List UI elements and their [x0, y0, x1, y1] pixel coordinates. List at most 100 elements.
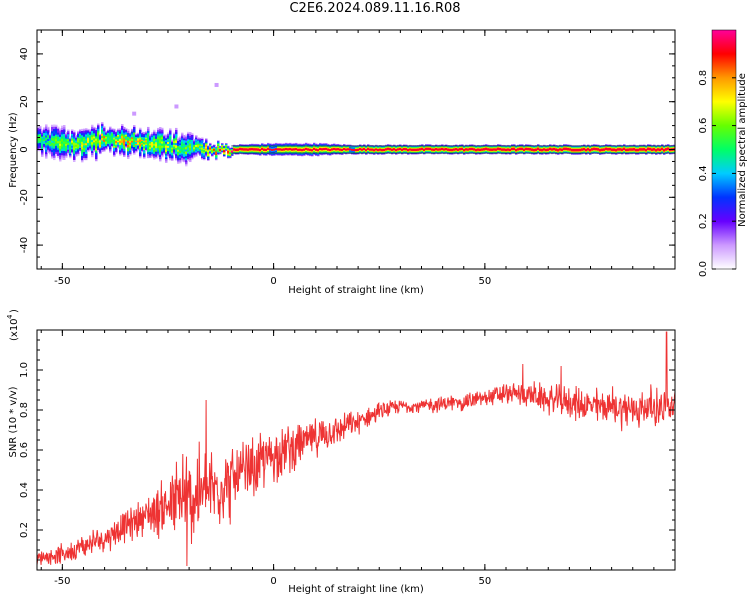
spectrogram-core	[633, 148, 636, 151]
spectrogram-core	[41, 142, 44, 145]
spectrogram-core	[663, 149, 666, 152]
spectrogram-core	[343, 147, 346, 150]
spectrogram-core	[387, 147, 390, 150]
spectrogram-core	[81, 144, 84, 147]
spectrogram-core	[559, 148, 562, 151]
spectrogram-core	[457, 148, 460, 151]
spectrogram-core	[515, 149, 518, 152]
spectrogram-core	[141, 141, 144, 144]
spectrogram-core	[401, 148, 404, 151]
spectrogram-core	[335, 148, 338, 151]
spectrogram-core	[63, 141, 66, 144]
spectrogram-core	[477, 148, 480, 151]
spectrogram-core	[523, 148, 526, 151]
spectrogram-core	[289, 148, 292, 151]
spectrogram-core	[573, 149, 576, 152]
spectrogram-core	[145, 140, 148, 143]
spectrogram-core	[137, 140, 140, 143]
spectrogram-core	[363, 147, 366, 150]
spectrogram-core	[479, 148, 482, 151]
spectrogram-core	[99, 142, 102, 145]
spectrogram-core	[577, 149, 580, 152]
snr-ytick-label: 1.0	[19, 362, 30, 378]
spectrogram-ytick-label: -40	[19, 237, 30, 253]
spectrogram-core	[283, 148, 286, 151]
spectrogram-core	[201, 147, 204, 150]
spectrogram-core	[615, 149, 618, 152]
spectrogram-core	[125, 137, 128, 140]
snr-ytick-label: 0.6	[19, 442, 30, 458]
spectrogram-core	[365, 149, 368, 152]
spectrogram-core	[207, 152, 210, 155]
spectrogram-xlabel: Height of straight line (km)	[288, 285, 424, 296]
spectrogram-core	[149, 145, 152, 148]
spectrogram-core	[203, 150, 206, 153]
snr-multiplier-close: )	[9, 309, 20, 313]
snr-xlabel: Height of straight line (km)	[288, 584, 424, 595]
spectrogram-core	[467, 148, 470, 151]
spectrogram-core	[455, 148, 458, 151]
spectrogram-ytick-label: 40	[19, 48, 30, 61]
snr-xtick-label: 0	[270, 576, 276, 587]
spectrogram-core	[565, 147, 568, 150]
spectrogram-core	[461, 147, 464, 150]
spectrogram-core	[119, 140, 122, 143]
spectrogram-core	[355, 149, 358, 152]
spectrogram-core	[595, 148, 598, 151]
spectrogram-core	[609, 148, 612, 151]
spectrogram-core	[285, 148, 288, 151]
spectrogram-core	[407, 149, 410, 152]
spectrogram-core	[51, 140, 54, 143]
spectrogram-core	[325, 147, 328, 150]
spectrogram-core	[551, 148, 554, 151]
spectrogram-core	[177, 149, 180, 152]
spectrogram-core	[251, 148, 254, 151]
spectrogram-core	[131, 138, 134, 141]
spectrogram-core	[263, 148, 266, 151]
spectrogram-core	[585, 149, 588, 152]
spectrogram-core	[133, 138, 136, 141]
spectrogram-core	[411, 148, 414, 151]
spectrogram-xtick-label: -50	[54, 276, 70, 287]
spectrogram-core	[327, 148, 330, 151]
spectrogram-core	[531, 148, 534, 151]
spectrogram-core	[47, 138, 50, 141]
spectrogram-core	[339, 148, 342, 151]
spectrogram-core	[525, 147, 528, 150]
spectrogram-core	[331, 148, 334, 151]
colorbar-ticks: 0.0 0.2 0.4 0.6 0.8	[698, 70, 736, 277]
spectrogram-core	[375, 148, 378, 151]
spectrogram-core	[661, 147, 664, 150]
spectrogram-core	[291, 148, 294, 151]
spectrogram-core	[71, 140, 74, 143]
spectrogram-core	[151, 143, 154, 146]
spectrogram-core	[419, 148, 422, 151]
spectrogram-core	[225, 146, 228, 149]
spectrogram-core	[337, 148, 340, 151]
spectrogram-core	[631, 148, 634, 151]
spectrogram-core	[605, 147, 608, 150]
spectrogram-core	[429, 147, 432, 150]
spectrogram-core	[369, 148, 372, 151]
spectrogram-core	[357, 148, 360, 151]
spectrogram-core	[473, 148, 476, 151]
spectrogram-core	[59, 143, 62, 146]
spectrogram-core	[415, 148, 418, 151]
spectrogram-core	[399, 147, 402, 150]
spectrogram-core	[155, 144, 158, 147]
spectrogram-core	[535, 148, 538, 151]
spectrogram-core	[245, 148, 248, 151]
spectrogram-core	[235, 148, 238, 151]
spectrogram-core	[199, 145, 202, 148]
spectrogram-core	[143, 144, 146, 147]
spectrogram-core	[103, 137, 106, 140]
colorbar-tick-label: 0.0	[698, 261, 709, 277]
spectrogram-core	[77, 142, 80, 145]
spectrogram-core	[627, 148, 630, 151]
spectrogram-core	[519, 147, 522, 150]
spectrogram-ytick-label: -20	[19, 189, 30, 205]
spectrogram-core	[503, 148, 506, 151]
spectrogram-core	[487, 148, 490, 151]
spectrogram-core	[257, 148, 260, 151]
spectrogram-ticks: -50 0 50 -40 -20 0 20 40	[19, 29, 676, 287]
